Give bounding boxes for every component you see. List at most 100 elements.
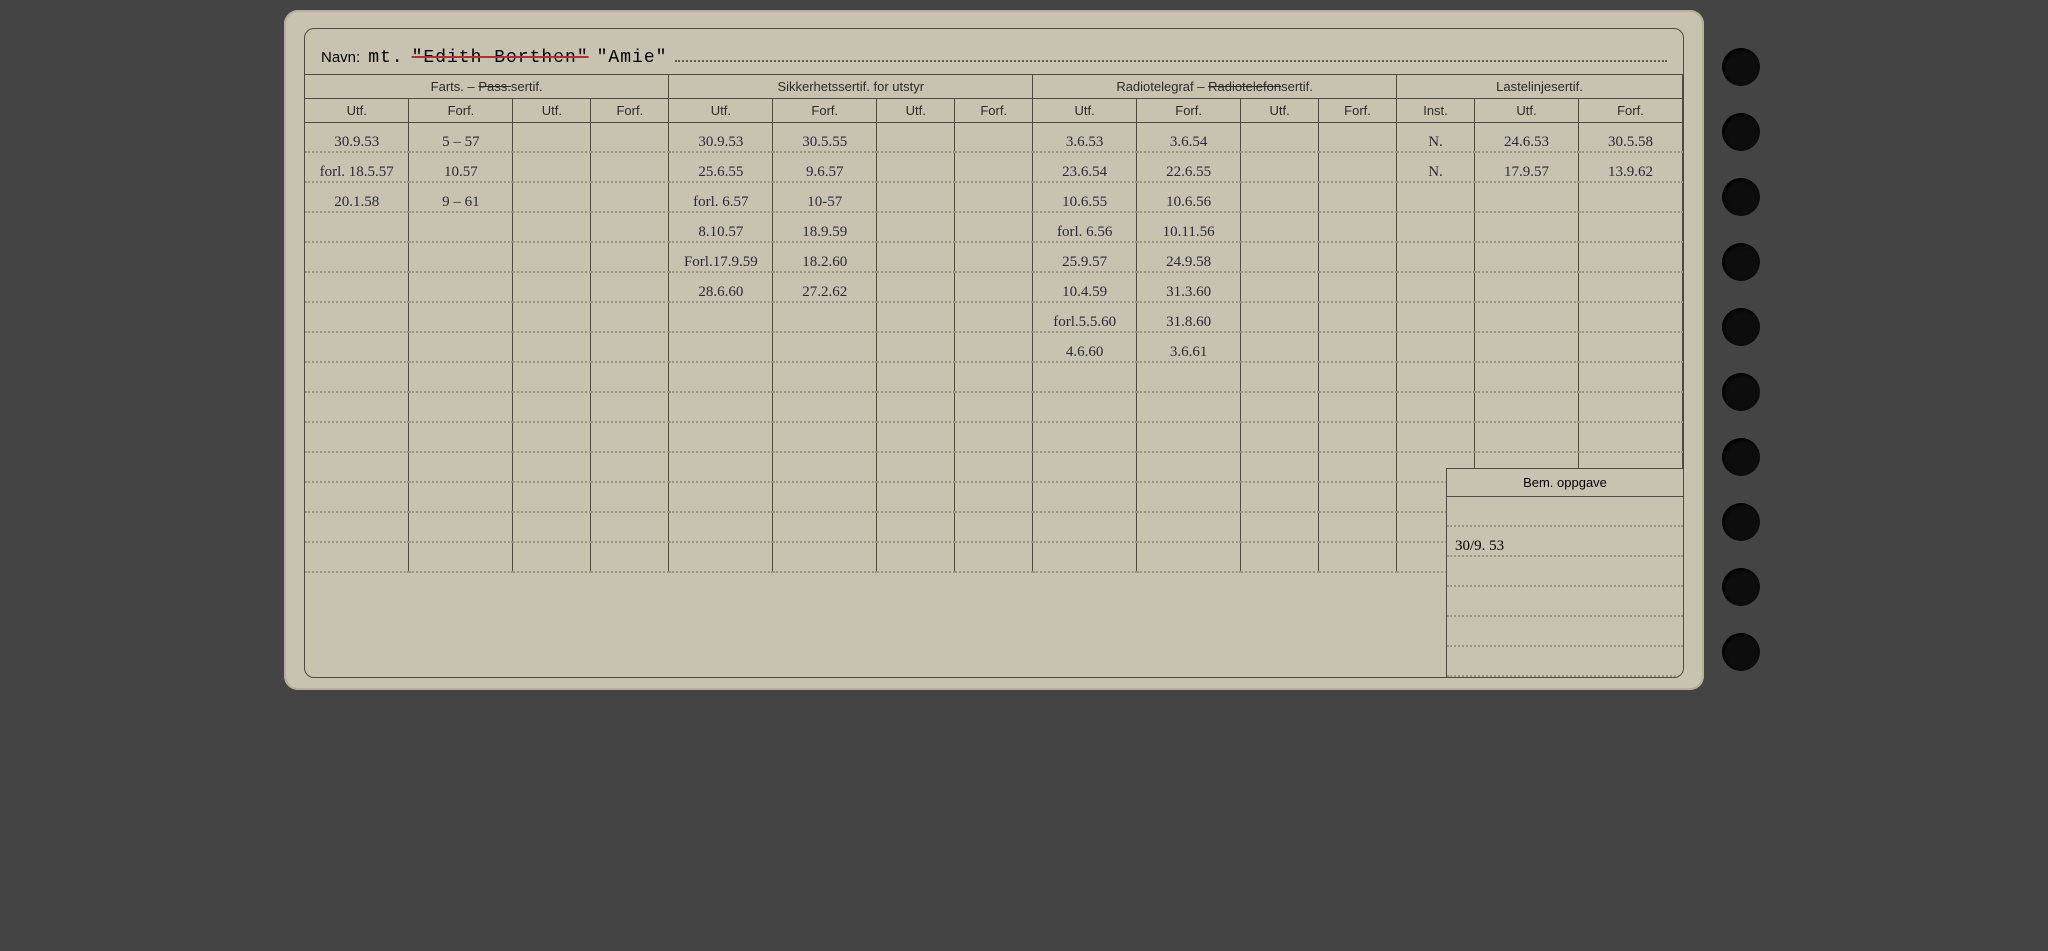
cell bbox=[877, 422, 955, 452]
cell: 30.5.58 bbox=[1578, 122, 1682, 152]
cell bbox=[955, 122, 1033, 152]
cell bbox=[1475, 242, 1579, 272]
cell bbox=[1319, 512, 1397, 542]
hole-icon bbox=[1722, 633, 1760, 671]
cell bbox=[1475, 182, 1579, 212]
cell bbox=[513, 392, 591, 422]
bem-oppgave-box: Bem. oppgave 30/9. 53 bbox=[1446, 468, 1683, 677]
cell: 22.6.55 bbox=[1137, 152, 1241, 182]
cell: forl.5.5.60 bbox=[1033, 302, 1137, 332]
cell bbox=[877, 452, 955, 482]
cell bbox=[1319, 482, 1397, 512]
cell bbox=[513, 482, 591, 512]
table-row: 8.10.5718.9.59forl. 6.5610.11.56 bbox=[305, 212, 1683, 242]
cell bbox=[1475, 332, 1579, 362]
bem-row bbox=[1447, 647, 1683, 677]
cell bbox=[1319, 272, 1397, 302]
cell bbox=[1241, 422, 1319, 452]
cell bbox=[513, 272, 591, 302]
cell: 30.5.55 bbox=[773, 122, 877, 152]
cell: 13.9.62 bbox=[1578, 152, 1682, 182]
column-header: Utf. bbox=[305, 98, 409, 122]
cell bbox=[409, 542, 513, 572]
cell bbox=[773, 332, 877, 362]
cell bbox=[305, 302, 409, 332]
column-header: Utf. bbox=[877, 98, 955, 122]
cell bbox=[955, 482, 1033, 512]
cell bbox=[1241, 152, 1319, 182]
cell bbox=[1319, 302, 1397, 332]
cell bbox=[305, 332, 409, 362]
cell bbox=[669, 512, 773, 542]
cell bbox=[591, 452, 669, 482]
cell bbox=[773, 512, 877, 542]
cell bbox=[669, 542, 773, 572]
cell bbox=[1397, 362, 1475, 392]
table-row: 30.9.535 – 5730.9.5330.5.553.6.533.6.54N… bbox=[305, 122, 1683, 152]
cell bbox=[591, 362, 669, 392]
cell bbox=[1137, 392, 1241, 422]
table-row: forl.5.5.6031.8.60 bbox=[305, 302, 1683, 332]
cell bbox=[305, 542, 409, 572]
group-header: Farts. – Pass.sertif. bbox=[305, 75, 669, 99]
cell bbox=[669, 302, 773, 332]
cell bbox=[409, 392, 513, 422]
cell bbox=[591, 422, 669, 452]
name-current: "Amie" bbox=[597, 48, 668, 68]
cell bbox=[513, 512, 591, 542]
cell: 17.9.57 bbox=[1475, 152, 1579, 182]
group-header: Sikkerhetssertif. for utstyr bbox=[669, 75, 1033, 99]
cell bbox=[591, 152, 669, 182]
bem-row bbox=[1447, 617, 1683, 647]
cell bbox=[1241, 272, 1319, 302]
cell bbox=[591, 542, 669, 572]
cell bbox=[409, 482, 513, 512]
column-header: Utf. bbox=[1475, 98, 1579, 122]
cell bbox=[1319, 212, 1397, 242]
table-row: 20.1.589 – 61forl. 6.5710-5710.6.5510.6.… bbox=[305, 182, 1683, 212]
cell bbox=[1241, 512, 1319, 542]
cell bbox=[1241, 452, 1319, 482]
column-header: Forf. bbox=[955, 98, 1033, 122]
cell bbox=[409, 512, 513, 542]
table-row: 4.6.603.6.61 bbox=[305, 332, 1683, 362]
cell bbox=[955, 512, 1033, 542]
cell: forl. 6.56 bbox=[1033, 212, 1137, 242]
cell: 3.6.54 bbox=[1137, 122, 1241, 152]
cell: 18.9.59 bbox=[773, 212, 877, 242]
cell bbox=[669, 482, 773, 512]
cell bbox=[1137, 482, 1241, 512]
cell: 9 – 61 bbox=[409, 182, 513, 212]
cell bbox=[409, 362, 513, 392]
cell bbox=[669, 392, 773, 422]
cell: 18.2.60 bbox=[773, 242, 877, 272]
cell bbox=[1241, 122, 1319, 152]
cell bbox=[409, 332, 513, 362]
cell bbox=[669, 332, 773, 362]
cell bbox=[955, 542, 1033, 572]
cell bbox=[513, 212, 591, 242]
bem-row bbox=[1447, 587, 1683, 617]
cell bbox=[1578, 422, 1682, 452]
cell bbox=[773, 542, 877, 572]
cell: 25.9.57 bbox=[1033, 242, 1137, 272]
cell bbox=[305, 212, 409, 242]
cell bbox=[877, 512, 955, 542]
cell bbox=[1033, 482, 1137, 512]
cell: 3.6.61 bbox=[1137, 332, 1241, 362]
cell bbox=[1319, 362, 1397, 392]
cell bbox=[877, 212, 955, 242]
cell bbox=[1319, 422, 1397, 452]
table-row: Forl.17.9.5918.2.6025.9.5724.9.58 bbox=[305, 242, 1683, 272]
bem-row bbox=[1447, 497, 1683, 527]
cell bbox=[1578, 182, 1682, 212]
hole-icon bbox=[1722, 503, 1760, 541]
cell bbox=[591, 392, 669, 422]
cell bbox=[513, 362, 591, 392]
cell bbox=[1397, 242, 1475, 272]
column-header: Forf. bbox=[1137, 98, 1241, 122]
cell: 24.9.58 bbox=[1137, 242, 1241, 272]
cell bbox=[1397, 272, 1475, 302]
table-row bbox=[305, 392, 1683, 422]
cell bbox=[591, 512, 669, 542]
